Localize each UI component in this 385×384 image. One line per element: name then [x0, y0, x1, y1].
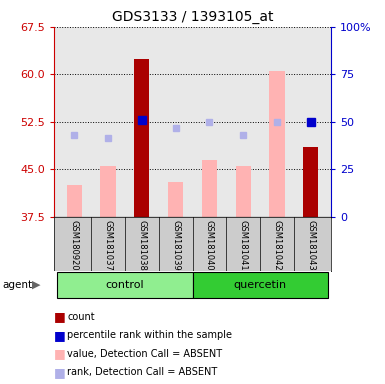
Bar: [303, 147, 318, 217]
Text: GSM181037: GSM181037: [104, 220, 112, 270]
Text: GSM181038: GSM181038: [137, 220, 146, 270]
Bar: [67, 185, 82, 217]
Text: control: control: [105, 280, 144, 290]
Bar: [192, 272, 328, 298]
Bar: [57, 272, 192, 298]
Text: GSM181039: GSM181039: [171, 220, 180, 270]
Text: ■: ■: [54, 347, 66, 360]
Title: GDS3133 / 1393105_at: GDS3133 / 1393105_at: [112, 10, 273, 25]
Text: ■: ■: [54, 329, 66, 342]
Text: percentile rank within the sample: percentile rank within the sample: [67, 330, 233, 340]
Text: GSM181040: GSM181040: [205, 220, 214, 270]
Text: agent: agent: [2, 280, 32, 290]
Text: GSM181041: GSM181041: [239, 220, 248, 270]
Bar: [202, 160, 217, 217]
Text: GSM181042: GSM181042: [273, 220, 281, 270]
Bar: [134, 59, 149, 217]
Text: rank, Detection Call = ABSENT: rank, Detection Call = ABSENT: [67, 367, 218, 377]
Text: count: count: [67, 312, 95, 322]
Text: GSM181043: GSM181043: [306, 220, 315, 270]
Bar: [168, 182, 183, 217]
Bar: [270, 71, 285, 217]
Text: GSM180920: GSM180920: [70, 220, 79, 270]
Bar: [236, 166, 251, 217]
Text: quercetin: quercetin: [234, 280, 287, 290]
Text: ■: ■: [54, 366, 66, 379]
Text: ▶: ▶: [32, 280, 40, 290]
Text: value, Detection Call = ABSENT: value, Detection Call = ABSENT: [67, 349, 223, 359]
Text: ■: ■: [54, 310, 66, 323]
Bar: [100, 166, 115, 217]
